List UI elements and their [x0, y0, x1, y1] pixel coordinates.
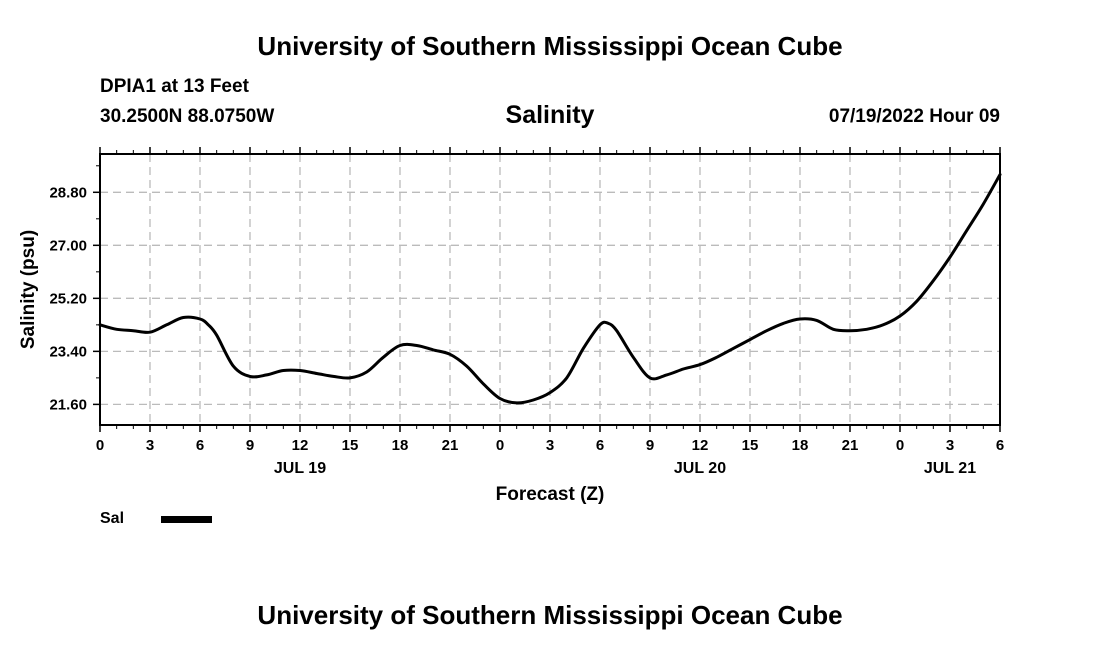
y-tick-label: 28.80 — [49, 184, 87, 201]
variable-title: Salinity — [505, 101, 595, 129]
x-tick-label: 3 — [146, 437, 154, 454]
x-tick-label: 18 — [792, 437, 809, 454]
date-label: JUL 19 — [274, 460, 326, 477]
x-tick-label: 0 — [96, 437, 104, 454]
x-axis-label: Forecast (Z) — [496, 484, 605, 505]
x-tick-label: 6 — [996, 437, 1004, 454]
x-tick-label: 9 — [646, 437, 654, 454]
date-label: JUL 20 — [674, 460, 726, 477]
x-tick-label: 15 — [742, 437, 759, 454]
y-tick-label: 27.00 — [49, 237, 87, 254]
x-tick-label: 6 — [596, 437, 604, 454]
station-label: DPIA1 at 13 Feet — [100, 76, 249, 97]
x-tick-label: 18 — [392, 437, 409, 454]
x-tick-label: 15 — [342, 437, 359, 454]
legend-label: Sal — [100, 510, 125, 527]
x-tick-label: 3 — [546, 437, 554, 454]
date-label: JUL 21 — [924, 460, 976, 477]
x-tick-label: 21 — [842, 437, 859, 454]
series-line-sal — [98, 173, 1002, 405]
y-tick-label: 25.20 — [49, 290, 87, 307]
y-tick-label: 23.40 — [49, 343, 87, 360]
x-tick-label: 12 — [692, 437, 709, 454]
chart-title: University of Southern Mississippi Ocean… — [257, 31, 843, 61]
grid — [100, 154, 1000, 425]
axis-ticks — [93, 147, 1001, 432]
x-tick-label: 9 — [246, 437, 254, 454]
axis-labels: 0 3 6 9 12 15 18 21 0 3 6 9 12 15 18 21 0 3 6 21.60 23.40 25.… — [49, 184, 1004, 477]
y-tick-label: 21.60 — [49, 396, 87, 413]
station-coordinates: 30.2500N 88.0750W — [100, 106, 275, 127]
footer-title: University of Southern Mississippi Ocean… — [257, 600, 843, 630]
x-tick-label: 0 — [496, 437, 504, 454]
forecast-timestamp: 07/19/2022 Hour 09 — [828, 106, 1000, 127]
x-tick-label: 0 — [896, 437, 904, 454]
x-tick-label: 3 — [946, 437, 954, 454]
x-tick-label: 12 — [292, 437, 309, 454]
series-layer — [98, 173, 1002, 405]
x-tick-label: 21 — [442, 437, 459, 454]
y-axis-label: Salinity (psu) — [18, 230, 39, 349]
legend-swatch — [161, 516, 212, 523]
x-tick-label: 6 — [196, 437, 204, 454]
